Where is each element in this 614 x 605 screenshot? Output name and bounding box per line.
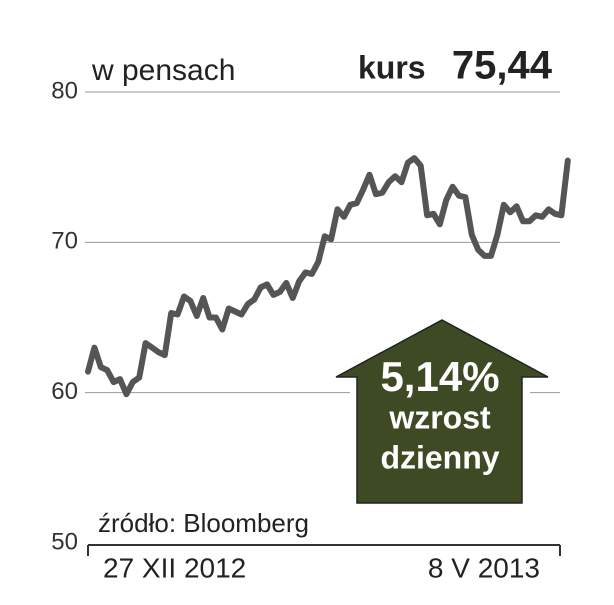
badge-line1: wzrost bbox=[388, 399, 491, 435]
y-tick-label: 70 bbox=[51, 228, 78, 255]
price-line bbox=[85, 155, 571, 398]
badge-change: 5,14% bbox=[380, 353, 499, 400]
plot: 50 60 70 80 bbox=[51, 77, 571, 555]
y-tick-label: 50 bbox=[51, 528, 78, 555]
price-label: kurs bbox=[358, 49, 426, 85]
subtitle: w pensach bbox=[91, 54, 235, 87]
y-tick-label: 60 bbox=[51, 378, 78, 405]
x-tick-label: 27 XII 2012 bbox=[103, 552, 246, 583]
badge-arrow bbox=[335, 319, 549, 504]
x-tick-label: 8 V 2013 bbox=[428, 552, 540, 583]
badge-line2: dzienny bbox=[380, 439, 499, 475]
source: źródło: Bloomberg bbox=[98, 508, 309, 538]
price-value: 75,44 bbox=[452, 44, 553, 88]
y-tick-label: 80 bbox=[51, 77, 78, 104]
